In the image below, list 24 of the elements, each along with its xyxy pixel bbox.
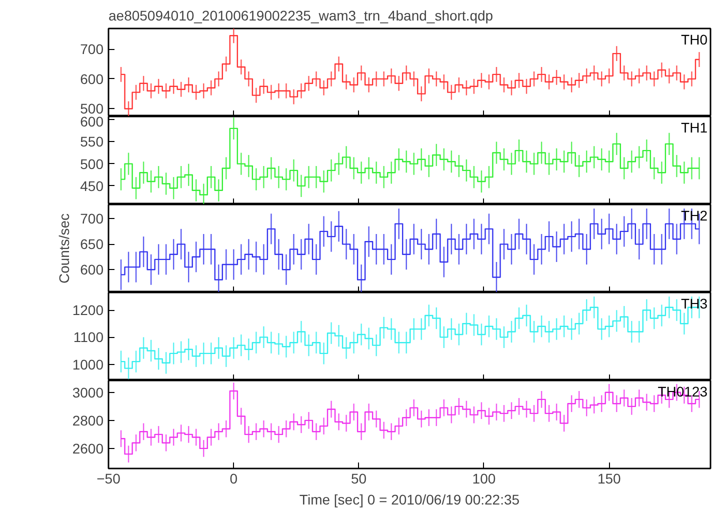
y-tick-label: 550 <box>80 134 104 150</box>
x-tick-label: −50 <box>96 470 121 486</box>
x-tick-label: 100 <box>472 470 496 486</box>
y-tick-label: 600 <box>80 70 104 87</box>
y-tick-label: 650 <box>80 236 104 252</box>
y-tick-label: 3000 <box>72 384 104 400</box>
y-axis-title: Counts/sec <box>56 213 72 284</box>
y-tick-label: 500 <box>80 156 104 172</box>
x-tick-label: 50 <box>351 470 367 486</box>
x-axis-title: Time [sec] 0 = 2010/06/19 00:22:35 <box>299 492 520 508</box>
y-tick-label: 700 <box>80 41 104 58</box>
x-tick-label: 150 <box>597 470 622 486</box>
series-label: TH1 <box>681 120 708 136</box>
y-tick-label: 450 <box>80 178 104 194</box>
chart-title: ae805094010_20100619002235_wam3_trn_4band_short.qdp <box>108 8 494 24</box>
y-tick-label: 600 <box>80 262 104 278</box>
y-tick-label: 1000 <box>72 356 104 372</box>
y-tick-label: 1100 <box>73 329 104 346</box>
y-tick-label: 1200 <box>72 302 104 318</box>
series-label: TH0 <box>681 32 708 48</box>
y-tick-label: 700 <box>80 210 104 227</box>
y-tick-label: 2600 <box>72 440 104 456</box>
y-tick-label: 2800 <box>72 412 104 428</box>
x-tick-label: 0 <box>230 470 238 486</box>
